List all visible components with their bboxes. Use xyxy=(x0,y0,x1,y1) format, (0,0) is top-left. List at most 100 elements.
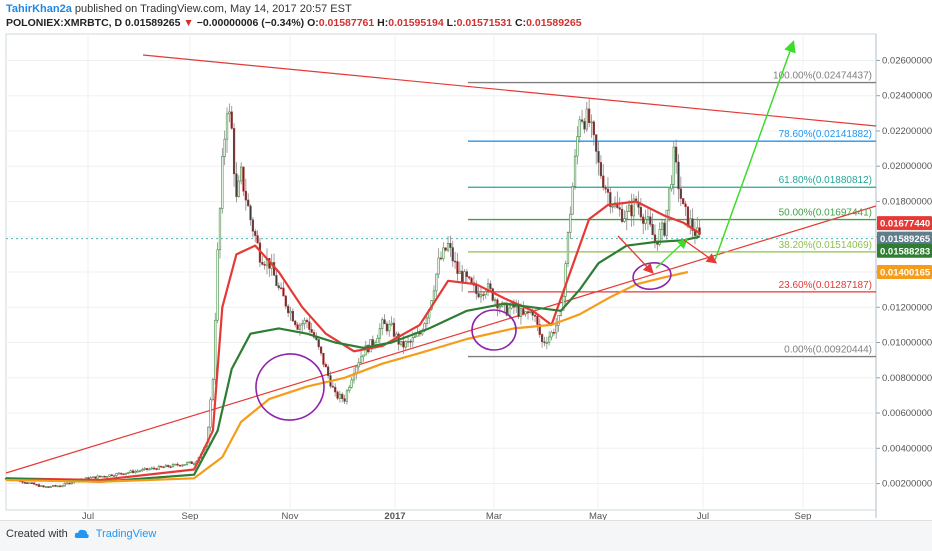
candle xyxy=(134,470,137,473)
candle xyxy=(538,324,541,335)
candle xyxy=(686,206,690,227)
highlight-circle xyxy=(471,309,517,351)
candle xyxy=(388,324,391,332)
candle xyxy=(176,463,179,466)
candle xyxy=(240,166,243,182)
candle xyxy=(303,319,306,324)
candle xyxy=(336,391,339,399)
candle xyxy=(550,332,553,338)
candle xyxy=(414,335,417,338)
candle xyxy=(543,341,546,344)
candle xyxy=(691,218,694,231)
candle xyxy=(256,235,259,244)
x-tick-label: Jul xyxy=(82,511,94,520)
candle xyxy=(698,227,701,235)
candle xyxy=(167,464,170,467)
candle xyxy=(317,339,320,348)
resistance-trendline xyxy=(142,54,877,127)
candle xyxy=(110,474,113,477)
candle xyxy=(484,291,487,296)
candle xyxy=(209,399,212,428)
candle xyxy=(23,482,26,484)
candle xyxy=(279,287,283,290)
candle xyxy=(98,475,102,478)
candle xyxy=(578,119,581,137)
candle xyxy=(562,295,565,311)
candle xyxy=(33,482,36,485)
candle xyxy=(232,128,236,175)
candle xyxy=(526,311,530,313)
candle xyxy=(174,463,177,466)
candle xyxy=(435,273,438,292)
candle xyxy=(28,482,31,485)
price-chart[interactable]: 0.02600000 0.02400000 0.02200000 0.02000000… xyxy=(0,0,932,520)
candle xyxy=(122,473,125,476)
candle xyxy=(54,485,57,487)
footer-bar xyxy=(0,520,932,551)
y-tick-label: 0.00400000 xyxy=(882,443,932,454)
candle xyxy=(642,216,645,224)
candle xyxy=(658,229,661,245)
candle xyxy=(362,354,365,358)
candle xyxy=(350,379,353,388)
y-tick-label: 0.01200000 xyxy=(882,302,932,313)
candle xyxy=(439,257,443,260)
x-tick-label: 2017 xyxy=(384,511,405,520)
candle xyxy=(169,466,172,468)
candle xyxy=(68,482,71,485)
candle xyxy=(482,294,485,296)
price-tag xyxy=(877,216,932,231)
candle xyxy=(470,277,473,284)
candle xyxy=(639,206,642,218)
candle xyxy=(225,113,229,140)
fib-level-label: 100.00%(0.02474437) xyxy=(773,71,872,82)
candle xyxy=(491,288,494,301)
fib-level-label: 61.80%(0.01880812) xyxy=(779,175,872,186)
candle xyxy=(569,213,572,233)
symbol-label: POLONIEX:XMRBTC, D xyxy=(6,17,123,29)
author-name[interactable]: TahirKhan2a xyxy=(6,3,72,15)
projection-arrow-up xyxy=(655,238,688,269)
candle xyxy=(254,230,257,236)
y-tick-label: 0.00800000 xyxy=(882,373,932,384)
candle xyxy=(117,472,120,475)
y-tick-label: 0.02600000 xyxy=(882,55,932,66)
candle xyxy=(308,321,311,330)
high-value: 0.01595194 xyxy=(388,17,444,29)
last-price: 0.01589265 xyxy=(125,17,181,29)
price-tag xyxy=(877,243,932,258)
moving-average-line xyxy=(5,235,700,483)
candle xyxy=(221,156,224,210)
low-label: L: xyxy=(446,17,457,29)
candle xyxy=(131,470,135,473)
candle xyxy=(230,111,233,129)
candle xyxy=(30,482,33,485)
open-label: O: xyxy=(307,17,319,29)
candle xyxy=(479,294,483,298)
candle xyxy=(465,271,468,278)
candle xyxy=(449,243,452,248)
footer: Created with TradingView xyxy=(6,528,156,540)
candle xyxy=(127,472,130,474)
candle xyxy=(343,398,346,402)
candle xyxy=(124,472,128,475)
tradingview-brand[interactable]: TradingView xyxy=(95,528,157,540)
candle xyxy=(425,317,429,324)
candle xyxy=(251,219,255,232)
candle xyxy=(588,108,591,124)
candle xyxy=(148,468,151,471)
moving-average-line xyxy=(5,200,701,482)
candle xyxy=(289,310,292,314)
candle xyxy=(618,207,621,210)
publish-text: published on TradingView.com, May 14, 20… xyxy=(74,3,352,15)
candle xyxy=(679,188,682,199)
candle xyxy=(402,341,405,348)
candle xyxy=(468,276,471,279)
candle xyxy=(324,364,327,368)
candle xyxy=(138,470,142,473)
symbol-ohlc: POLONIEX:XMRBTC, D 0.01589265 ▼ −0.00000… xyxy=(6,17,582,29)
candle xyxy=(644,219,647,224)
candle xyxy=(517,305,520,317)
candle xyxy=(576,136,579,157)
candle xyxy=(475,285,478,294)
